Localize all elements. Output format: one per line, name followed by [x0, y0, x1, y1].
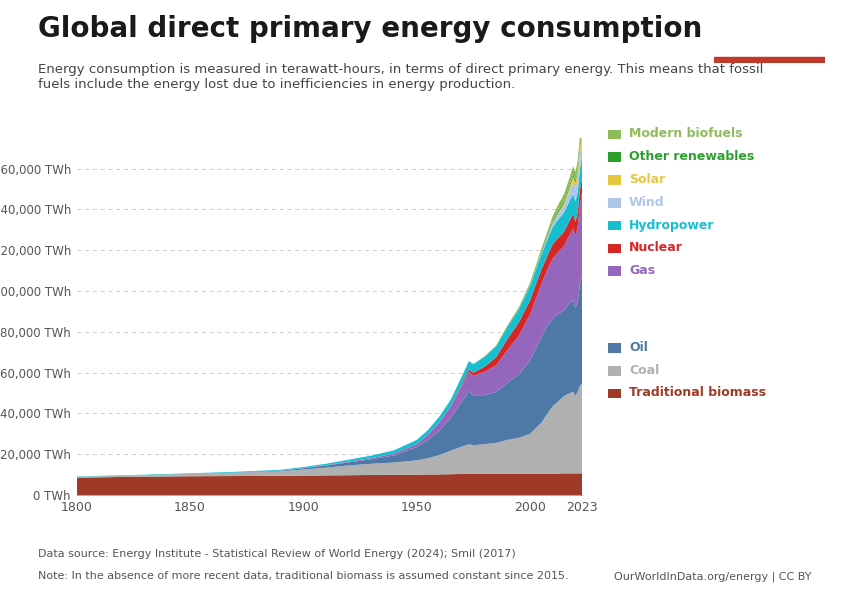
Text: OurWorldInData.org/energy | CC BY: OurWorldInData.org/energy | CC BY	[615, 571, 812, 582]
Text: Data source: Energy Institute - Statistical Review of World Energy (2024); Smil : Data source: Energy Institute - Statisti…	[38, 549, 516, 559]
Text: Wind: Wind	[629, 196, 665, 209]
Text: Energy consumption is measured in terawatt-hours, in terms of direct primary ene: Energy consumption is measured in terawa…	[38, 63, 763, 91]
Text: Solar: Solar	[629, 173, 666, 186]
Text: Other renewables: Other renewables	[629, 150, 754, 163]
Text: Oil: Oil	[629, 341, 648, 354]
Text: Modern biofuels: Modern biofuels	[629, 127, 743, 140]
Text: Nuclear: Nuclear	[629, 241, 683, 254]
Text: in Data: in Data	[745, 37, 793, 50]
Text: Coal: Coal	[629, 364, 660, 377]
Text: Gas: Gas	[629, 264, 655, 277]
Text: Global direct primary energy consumption: Global direct primary energy consumption	[38, 15, 702, 43]
Text: Note: In the absence of more recent data, traditional biomass is assumed constan: Note: In the absence of more recent data…	[38, 571, 569, 581]
Text: Traditional biomass: Traditional biomass	[629, 386, 766, 400]
Text: Our World: Our World	[736, 21, 802, 34]
Bar	[714, 57, 824, 63]
Text: Hydropower: Hydropower	[629, 218, 715, 232]
